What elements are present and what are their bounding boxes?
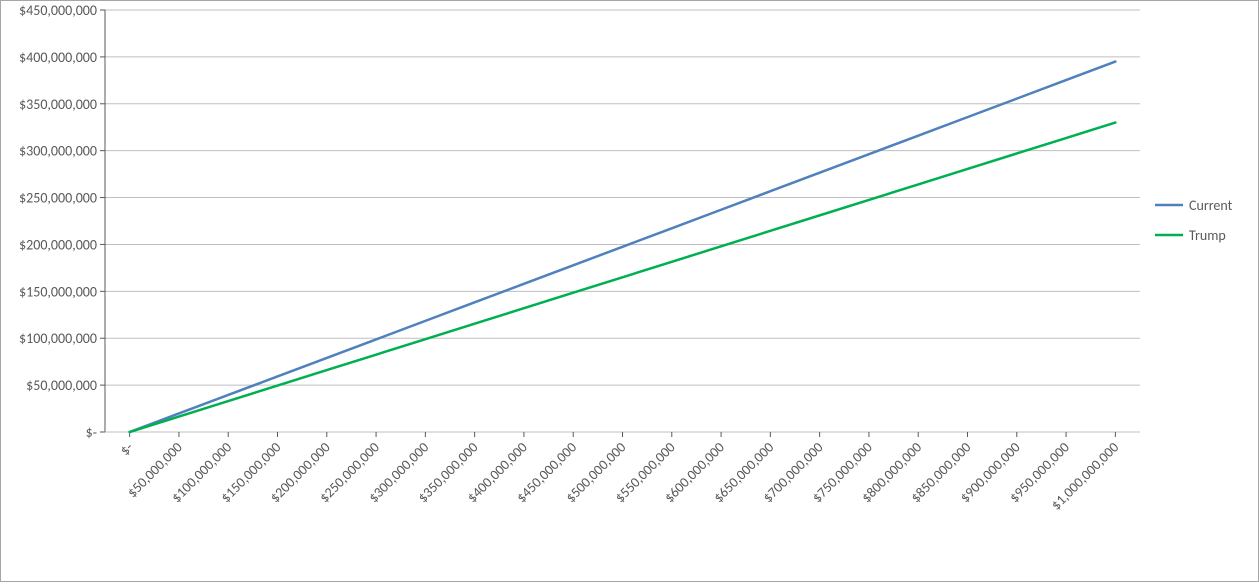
y-axis-label: $250,000,000 xyxy=(19,190,97,207)
legend-label: Current xyxy=(1189,197,1233,214)
y-axis-label: $450,000,000 xyxy=(19,2,97,19)
y-axis-label: $300,000,000 xyxy=(19,143,97,160)
y-axis-label: $400,000,000 xyxy=(19,49,97,66)
legend-label: Trump xyxy=(1189,227,1226,244)
y-axis-label: $100,000,000 xyxy=(19,330,97,347)
y-axis-label: $350,000,000 xyxy=(19,96,97,113)
line-chart: $- $50,000,000 $100,000,000 $150,000,000 $20… xyxy=(0,0,1259,587)
y-axis-label: $- xyxy=(86,424,97,441)
y-axis-label: $150,000,000 xyxy=(19,283,97,300)
y-axis-label: $50,000,000 xyxy=(26,377,97,394)
y-axis-label: $200,000,000 xyxy=(19,236,97,253)
